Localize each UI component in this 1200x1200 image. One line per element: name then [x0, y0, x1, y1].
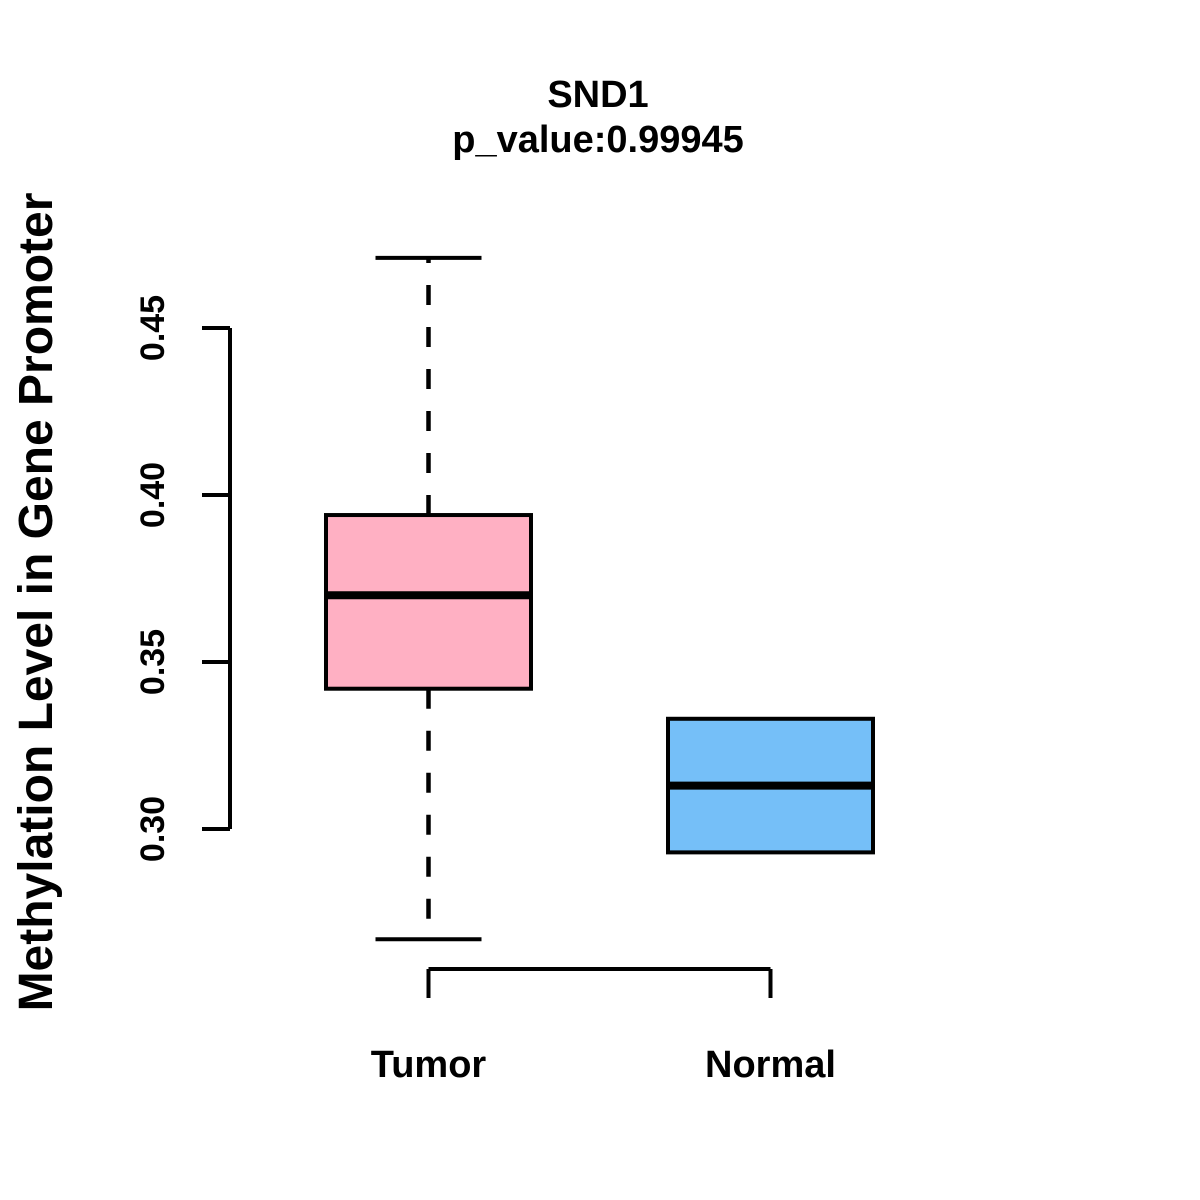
- plot-area: 0.45 0.40 0.35 0.30 Tumor Normal: [134, 255, 875, 1086]
- x-group-label-normal: Normal: [705, 1044, 836, 1086]
- x-group-label-tumor: Tumor: [371, 1044, 487, 1086]
- chart-subtitle: p_value:0.99945: [452, 119, 744, 161]
- y-tick-label: 0.45: [134, 295, 172, 361]
- y-tick-label: 0.35: [134, 629, 172, 695]
- y-axis-title: Methylation Level in Gene Promoter: [10, 193, 63, 1012]
- y-tick-label: 0.30: [134, 796, 172, 862]
- y-tick-label: 0.40: [134, 462, 172, 528]
- box-tumor: [324, 513, 533, 691]
- chart-title: SND1: [547, 74, 648, 116]
